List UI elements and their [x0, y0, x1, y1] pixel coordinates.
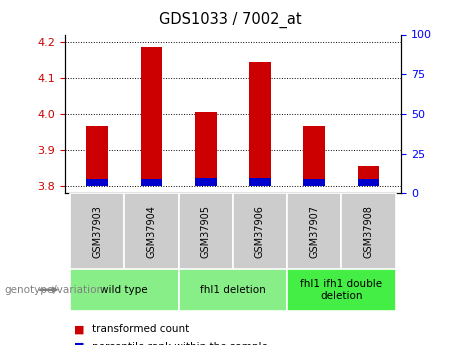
Bar	[86, 127, 108, 186]
Text: ■: ■	[74, 342, 84, 345]
Bar	[124, 193, 178, 269]
Bar	[249, 61, 271, 186]
Bar	[141, 179, 162, 186]
Bar	[195, 112, 217, 186]
Bar	[303, 179, 325, 186]
Text: GSM37907: GSM37907	[309, 205, 319, 258]
Bar	[358, 179, 379, 186]
Bar	[249, 178, 271, 186]
Text: fhl1 deletion: fhl1 deletion	[200, 285, 266, 295]
Text: wild type: wild type	[100, 285, 148, 295]
Bar	[178, 193, 233, 269]
Bar	[70, 269, 178, 310]
Bar	[303, 127, 325, 186]
Bar	[341, 193, 396, 269]
Text: transformed count: transformed count	[92, 325, 189, 334]
Text: percentile rank within the sample: percentile rank within the sample	[92, 342, 268, 345]
Bar	[141, 47, 162, 186]
Text: GDS1033 / 7002_at: GDS1033 / 7002_at	[159, 12, 302, 28]
Bar	[86, 179, 108, 186]
Bar	[358, 166, 379, 186]
Bar	[195, 178, 217, 186]
Bar	[233, 193, 287, 269]
Bar	[70, 193, 124, 269]
Text: genotype/variation: genotype/variation	[5, 285, 104, 295]
Bar	[287, 269, 396, 310]
Bar	[178, 269, 287, 310]
Bar	[287, 193, 341, 269]
Text: GSM37906: GSM37906	[255, 205, 265, 258]
Text: GSM37904: GSM37904	[147, 205, 156, 258]
Text: GSM37903: GSM37903	[92, 205, 102, 258]
Text: ■: ■	[74, 325, 84, 334]
Text: GSM37905: GSM37905	[201, 205, 211, 258]
Text: fhl1 ifh1 double
deletion: fhl1 ifh1 double deletion	[300, 279, 383, 300]
Text: GSM37908: GSM37908	[364, 205, 373, 258]
